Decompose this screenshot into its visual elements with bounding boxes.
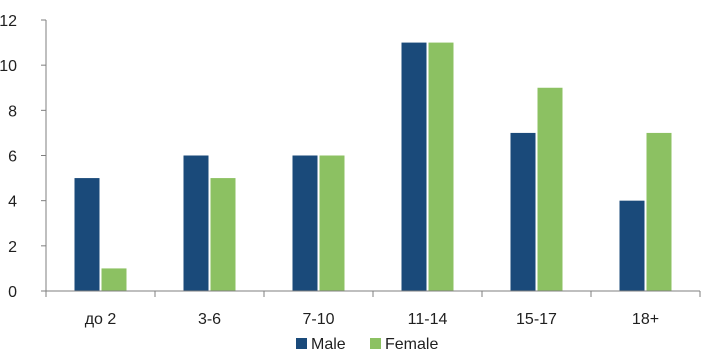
bars-layer <box>74 42 672 292</box>
bar-male-3 <box>401 42 427 292</box>
x-tick-label-4: 15-17 <box>516 311 557 328</box>
x-tick-label-2: 7-10 <box>302 311 334 328</box>
x-tick-label-3: 11-14 <box>408 311 448 328</box>
y-tick-label-3: 6 <box>8 149 17 166</box>
legend-label-female: Female <box>385 336 438 353</box>
y-tick-label-1: 2 <box>8 239 17 256</box>
legend-label-male: Male <box>311 336 346 353</box>
bar-male-5 <box>619 200 645 291</box>
y-tick-label-6: 12 <box>0 13 17 30</box>
legend-swatch-female <box>370 338 381 349</box>
axes-layer <box>41 19 701 297</box>
labels-layer: 0 2 4 6 8 10 12 до 2 3-6 7-10 11-14 15-17 18+ <box>0 13 659 328</box>
x-tick-label-5: 18+ <box>632 311 659 328</box>
bar-female-4 <box>537 87 563 291</box>
legend-swatch-male <box>296 338 307 349</box>
bar-female-3 <box>428 42 454 292</box>
bar-male-0 <box>74 178 100 291</box>
y-tick-label-5: 10 <box>0 58 17 75</box>
bar-female-1 <box>210 178 236 291</box>
legend: Male Female <box>296 336 438 353</box>
x-tick-label-0: до 2 <box>85 311 117 328</box>
y-tick-label-4: 8 <box>8 103 17 120</box>
bar-male-2 <box>292 155 318 291</box>
bar-male-4 <box>510 132 536 291</box>
bar-female-0 <box>101 268 127 291</box>
y-tick-label-0: 0 <box>8 284 17 301</box>
x-tick-label-1: 3-6 <box>198 311 221 328</box>
bar-female-2 <box>319 155 345 291</box>
bar-female-5 <box>646 132 672 291</box>
bar-male-1 <box>183 155 209 291</box>
y-tick-label-2: 4 <box>8 194 17 211</box>
